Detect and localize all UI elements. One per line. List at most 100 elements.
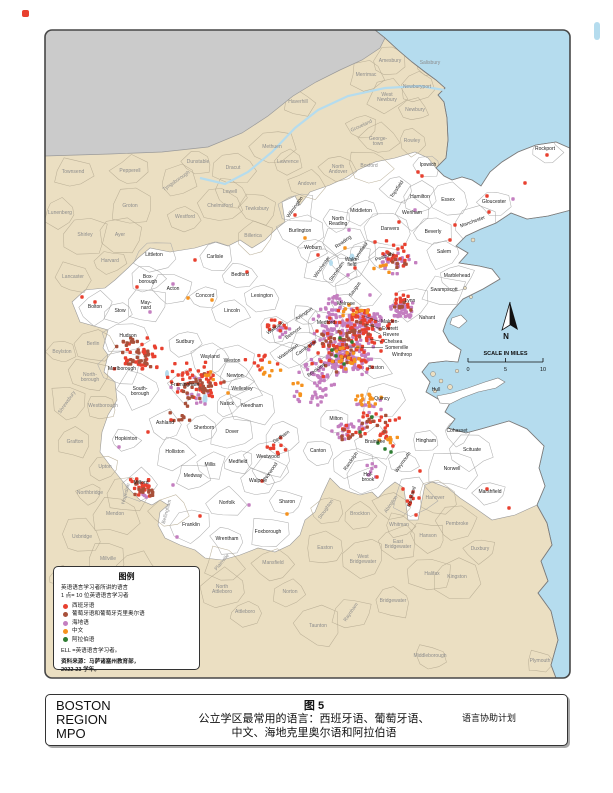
town-label: Walpole <box>249 478 267 484</box>
ell-dot-spanish <box>346 324 350 328</box>
ell-dot-spanish <box>370 365 374 369</box>
harbor-island <box>470 237 476 243</box>
ell-dot-chinese <box>379 395 383 399</box>
ell-dot-spanish <box>257 353 261 358</box>
town-label: Quincy <box>374 396 390 402</box>
ell-dot-haitian <box>346 273 350 277</box>
ell-dot-haitian <box>360 353 364 357</box>
town-label: Lancaster <box>62 274 84 280</box>
ell-dot-chinese <box>388 441 393 445</box>
ell-dot-spanish <box>405 499 410 503</box>
ell-dot-haitian <box>414 261 418 265</box>
ell-dot-portuguese <box>209 384 214 388</box>
town-label: Duxbury <box>471 546 490 552</box>
ell-dot-haitian <box>339 299 343 304</box>
ell-dot-portuguese <box>121 350 125 355</box>
ell-dot-spanish <box>386 257 390 261</box>
ell-dot-arabic <box>370 415 374 419</box>
ell-dot-haitian <box>330 300 335 304</box>
ell-dot-portuguese <box>185 404 190 408</box>
town-label: Hopedale <box>120 482 131 504</box>
ell-dot-spanish <box>394 292 398 296</box>
ell-dot-spanish <box>321 374 325 379</box>
ell-dot-spanish <box>173 362 177 366</box>
ell-dot-spanish <box>123 356 128 360</box>
ell-dot-chinese <box>268 374 272 378</box>
ell-dot-spanish <box>243 358 248 362</box>
town-label: Newburyport <box>403 84 432 90</box>
pond <box>329 260 333 266</box>
ell-dot-haitian <box>359 338 363 342</box>
ell-dot-portuguese <box>324 364 328 368</box>
ell-dot-chinese <box>334 349 339 353</box>
town-label: Millville <box>100 556 116 562</box>
ell-dot-haitian <box>411 301 415 305</box>
ell-dot-spanish <box>279 443 283 447</box>
ell-dot-spanish <box>360 427 365 431</box>
coastline <box>45 30 570 678</box>
town-label: Hol-brook <box>362 472 375 483</box>
ell-dot-spanish <box>485 194 489 198</box>
ell-dot-spanish <box>403 298 407 302</box>
ell-dot-chinese <box>351 312 355 316</box>
ell-dot-haitian <box>360 372 364 377</box>
ell-dot-portuguese <box>148 365 153 369</box>
ell-dot-spanish <box>265 325 270 329</box>
ell-dot-portuguese <box>409 308 413 312</box>
ell-dot-haitian <box>375 312 380 316</box>
ell-dot-portuguese <box>201 387 205 392</box>
ell-dot-chinese <box>360 308 364 313</box>
ell-dot-spanish <box>316 351 320 355</box>
pond <box>202 394 208 404</box>
ell-dot-spanish <box>417 496 421 500</box>
ell-dot-portuguese <box>345 334 349 338</box>
ell-dot-chinese <box>339 355 344 359</box>
ell-dot-spanish <box>385 423 389 428</box>
ell-dot-portuguese <box>198 386 202 390</box>
ell-dot-haitian <box>360 361 364 366</box>
ell-dot-haitian <box>315 396 319 400</box>
label-leader-line <box>369 338 383 342</box>
ell-dot-portuguese <box>141 490 145 494</box>
ell-dot-spanish <box>411 490 415 494</box>
ell-dot-haitian <box>326 301 331 306</box>
ell-dot-haitian <box>332 382 336 387</box>
ell-dot-spanish <box>351 308 355 313</box>
ell-dot-haitian <box>312 331 317 336</box>
ell-dot-haitian <box>169 385 173 389</box>
ell-dot-spanish <box>373 240 377 244</box>
ell-dot-spanish <box>312 340 316 345</box>
ell-dot-haitian <box>333 366 337 371</box>
ell-dot-portuguese <box>366 332 371 336</box>
ell-dot-haitian <box>374 317 378 321</box>
legend-item-label: 西班牙语 <box>72 603 95 610</box>
town-label: Franklin <box>182 522 200 528</box>
ell-dot-haitian <box>366 341 371 345</box>
ell-dot-spanish <box>340 342 345 347</box>
town-label: Dracut <box>226 165 241 171</box>
ell-dot-spanish <box>132 486 137 491</box>
ell-dot-portuguese <box>137 487 141 491</box>
ell-dot-haitian <box>330 365 335 369</box>
ell-dot-haitian <box>295 389 299 394</box>
town-label: South-borough <box>131 386 150 397</box>
ell-dot-spanish <box>278 321 282 325</box>
ell-dot-portuguese <box>334 370 339 374</box>
town-label: Sherborn <box>194 425 215 431</box>
ell-dot-portuguese <box>332 337 337 341</box>
ell-dot-spanish <box>169 380 174 384</box>
ell-dot-chinese <box>372 266 376 271</box>
harbor-island <box>430 371 436 377</box>
ell-dot-portuguese <box>135 355 139 360</box>
ell-dot-haitian <box>378 319 382 323</box>
ell-dot-haitian <box>407 257 411 262</box>
ell-dot-portuguese <box>342 428 346 432</box>
town-label: Merrimac <box>356 72 377 78</box>
ell-dot-chinese <box>347 356 351 360</box>
ell-dot-spanish <box>125 347 129 352</box>
ell-dot-haitian <box>367 410 371 415</box>
ell-dot-spanish <box>135 477 139 481</box>
ell-dot-spanish <box>155 365 159 369</box>
ell-dot-spanish <box>364 360 368 364</box>
ell-dot-haitian <box>324 324 328 329</box>
